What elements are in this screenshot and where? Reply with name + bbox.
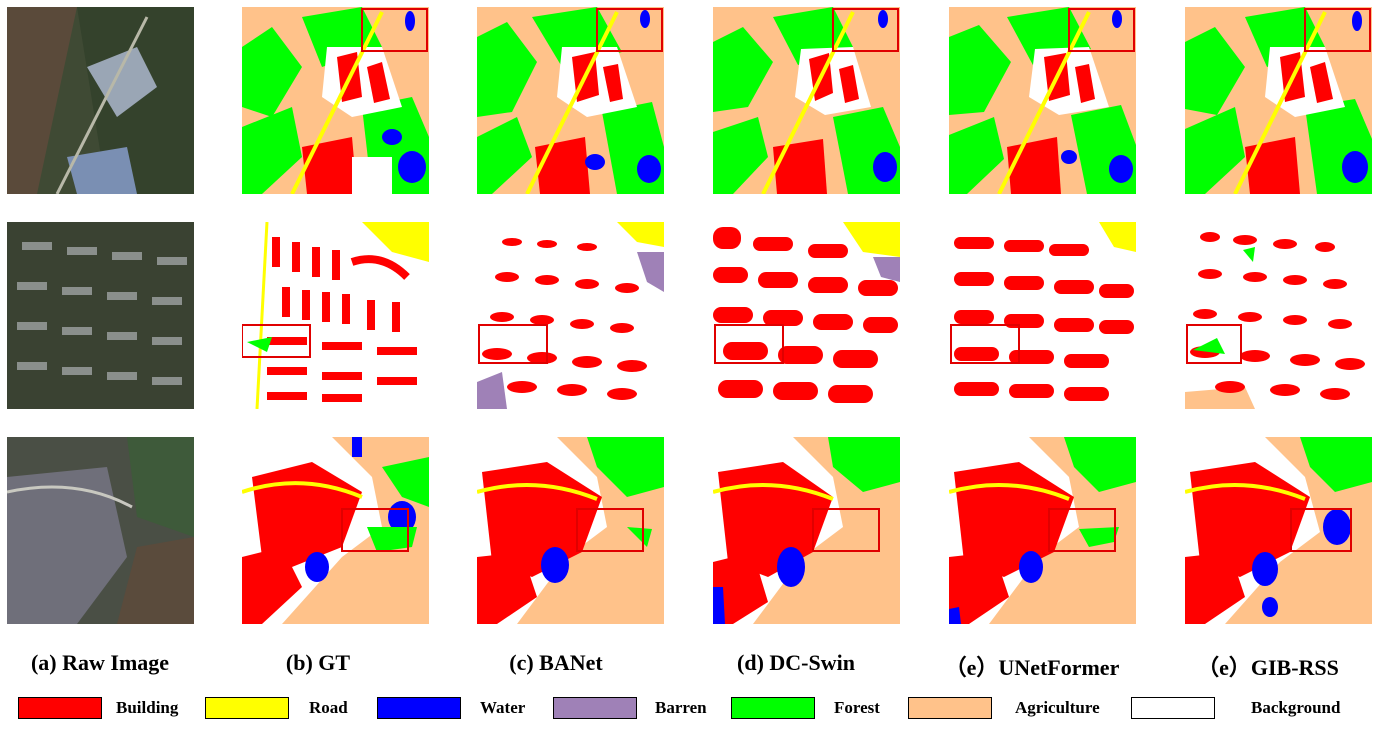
dcswin-row1 bbox=[713, 7, 900, 194]
legend-label-background: Background bbox=[1251, 698, 1341, 717]
caption-dcswin: (d) DC-Swin bbox=[737, 650, 855, 675]
raw-image-row2 bbox=[7, 222, 194, 409]
banet-row1 bbox=[477, 7, 664, 194]
gibrss-row1 bbox=[1185, 7, 1372, 194]
gibrss-row2 bbox=[1185, 222, 1372, 409]
banet-row3 bbox=[477, 437, 664, 624]
dcswin-row3 bbox=[713, 437, 900, 624]
unetformer-row3 bbox=[949, 437, 1136, 624]
legend-swatch-road bbox=[205, 697, 289, 719]
gt-row3 bbox=[242, 437, 429, 624]
raw-image-row3 bbox=[7, 437, 194, 624]
legend-label-building: Building bbox=[116, 698, 179, 717]
dcswin-row2 bbox=[713, 222, 900, 409]
gt-row1 bbox=[242, 7, 429, 194]
caption-gt: (b) GT bbox=[285, 650, 351, 675]
legend-label-forest: Forest bbox=[834, 698, 880, 717]
unetformer-row1 bbox=[949, 7, 1136, 194]
caption-unetformer: （e）UNetFormer bbox=[944, 655, 1120, 680]
gt-row2 bbox=[242, 222, 429, 409]
caption-banet: (c) BANet bbox=[509, 650, 603, 675]
legend-swatch-building bbox=[18, 697, 102, 719]
gibrss-row3 bbox=[1185, 437, 1372, 624]
raw-image-row1 bbox=[7, 7, 194, 194]
legend-swatch-agriculture bbox=[908, 697, 992, 719]
legend-swatch-water bbox=[377, 697, 461, 719]
legend-swatch-background bbox=[1131, 697, 1215, 719]
legend-label-road: Road bbox=[309, 698, 348, 717]
banet-row2 bbox=[477, 222, 664, 409]
legend-swatch-forest bbox=[731, 697, 815, 719]
caption-gibrss: （e）GIB-RSS bbox=[1197, 655, 1339, 680]
legend-label-barren: Barren bbox=[655, 698, 707, 717]
legend-swatch-barren bbox=[553, 697, 637, 719]
legend-label-water: Water bbox=[480, 698, 526, 717]
caption-raw-image: (a) Raw Image bbox=[30, 650, 170, 675]
unetformer-row2 bbox=[949, 222, 1136, 409]
legend-label-agriculture: Agriculture bbox=[1015, 698, 1100, 717]
